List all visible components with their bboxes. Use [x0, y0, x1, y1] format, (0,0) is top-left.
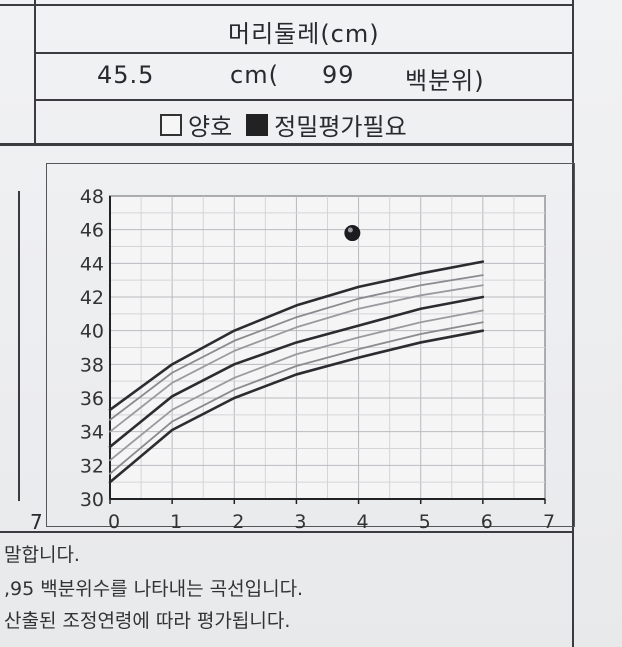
needs-eval-checkbox[interactable] [246, 113, 269, 136]
x-tick-label: 5 [419, 511, 431, 533]
normal-checkbox[interactable] [160, 113, 182, 136]
y-tick-label: 32 [80, 455, 104, 477]
table-row-divider [34, 52, 574, 54]
x-tick-label: 2 [232, 511, 244, 533]
y-tick-label: 48 [80, 186, 104, 208]
percentile-curve [109, 321, 484, 475]
x-tick-label: 3 [294, 511, 306, 533]
x-tick-label: 6 [481, 511, 493, 533]
table-row-divider [0, 531, 574, 533]
percentile-value: 99 [322, 61, 355, 89]
x-tick-label: 1 [170, 511, 182, 533]
percentile-curve [108, 295, 485, 449]
neighbor-chart-tick: 7 [30, 510, 44, 534]
table-border-right [572, 0, 574, 647]
neighbor-chart-fragment [0, 191, 20, 501]
footnote-line-3: 산출된 조정연령에 따라 평가됩니다. [4, 610, 291, 632]
measurement-point [344, 225, 361, 242]
normal-label: 양호 [188, 113, 233, 141]
footnote-line-1: 말합니다. [4, 544, 80, 566]
percentile-curve [109, 309, 484, 462]
x-tick-label: 4 [357, 511, 369, 533]
percentile-curve [108, 329, 485, 484]
y-tick-label: 30 [80, 489, 104, 511]
x-tick-label: 7 [543, 511, 555, 533]
table-row-divider [0, 4, 574, 6]
chart-frame [46, 163, 575, 527]
percentile-label: 백분위) [405, 67, 485, 95]
y-tick-label: 42 [80, 287, 104, 309]
measure-unit: cm( [230, 61, 279, 89]
percentile-curve [109, 274, 484, 421]
evaluation-legend: 양호 정밀평가필요 [160, 107, 407, 142]
needs-eval-label: 정밀평가필요 [274, 113, 407, 141]
table-row-divider [0, 143, 574, 146]
percentile-curve [109, 284, 484, 433]
table-row-divider [34, 99, 574, 101]
y-tick-label: 44 [80, 253, 104, 275]
y-tick-label: 34 [80, 422, 104, 444]
y-tick-label: 36 [80, 388, 104, 410]
table-border-left [34, 0, 36, 143]
y-tick-label: 46 [80, 220, 104, 242]
x-tick-label: 0 [108, 511, 120, 533]
measure-title: 머리둘레(cm) [228, 20, 380, 48]
y-tick-label: 38 [80, 354, 104, 376]
y-tick-label: 40 [80, 321, 104, 343]
measure-value: 45.5 [97, 61, 155, 89]
percentile-curve [108, 260, 485, 412]
measurement-point-highlight [347, 227, 353, 233]
footnote-line-2: ,95 백분위수를 나타내는 곡선입니다. [4, 578, 304, 600]
